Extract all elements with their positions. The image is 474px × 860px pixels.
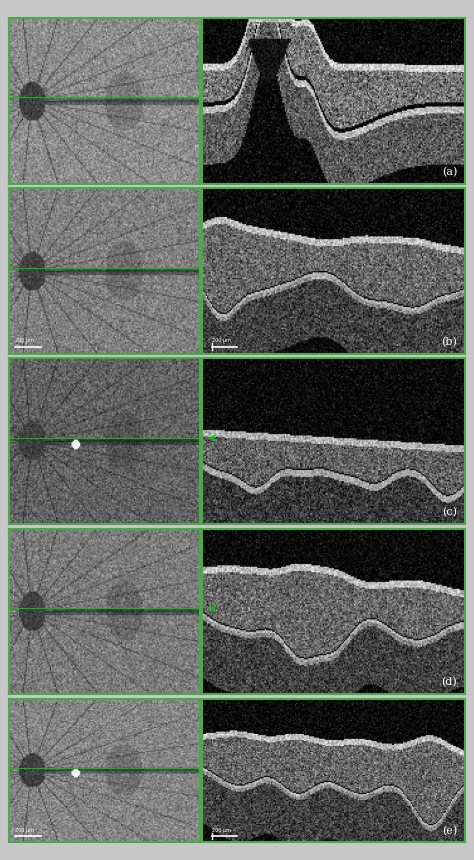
Text: (b): (b) [441, 337, 457, 347]
Text: 200 μm: 200 μm [212, 338, 231, 343]
Text: (c): (c) [442, 507, 457, 518]
Text: 200 μm: 200 μm [16, 827, 34, 832]
Text: 200 μm: 200 μm [16, 338, 34, 343]
Text: (d): (d) [441, 678, 457, 688]
Text: (e): (e) [442, 826, 457, 837]
Text: 200 μm: 200 μm [212, 827, 231, 832]
Text: (a): (a) [442, 167, 457, 177]
